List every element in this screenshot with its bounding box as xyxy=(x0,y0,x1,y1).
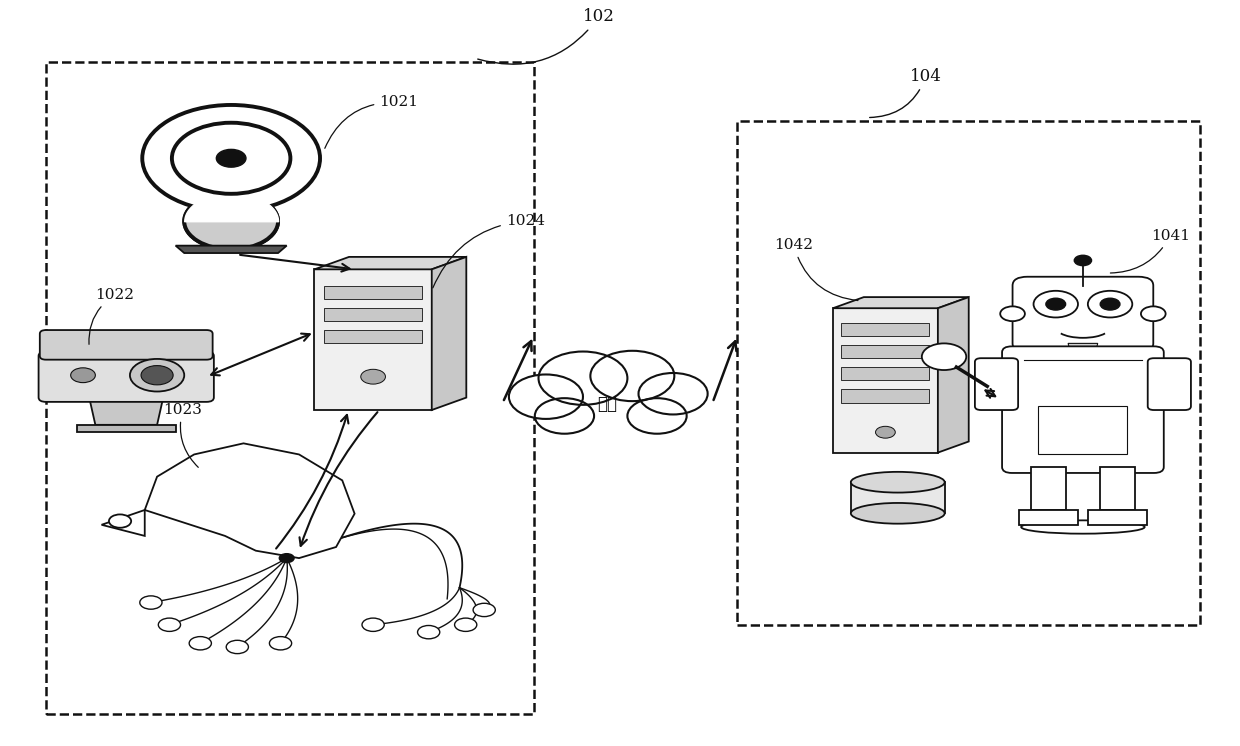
Text: 104: 104 xyxy=(869,68,942,118)
Circle shape xyxy=(1100,298,1120,310)
Circle shape xyxy=(185,193,278,249)
Text: 1021: 1021 xyxy=(325,95,418,148)
Circle shape xyxy=(141,366,174,385)
Circle shape xyxy=(143,105,320,212)
Circle shape xyxy=(185,193,278,249)
Circle shape xyxy=(538,351,627,405)
FancyBboxPatch shape xyxy=(975,358,1018,410)
FancyBboxPatch shape xyxy=(1002,346,1164,473)
Polygon shape xyxy=(1032,467,1065,510)
Circle shape xyxy=(109,515,131,527)
Polygon shape xyxy=(1087,510,1147,524)
Polygon shape xyxy=(1038,407,1127,454)
Circle shape xyxy=(71,368,95,383)
Circle shape xyxy=(226,640,248,653)
Ellipse shape xyxy=(851,472,945,492)
Text: 1024: 1024 xyxy=(433,214,544,288)
Ellipse shape xyxy=(1022,521,1145,533)
Circle shape xyxy=(1045,298,1065,310)
Text: 1023: 1023 xyxy=(164,403,202,467)
Circle shape xyxy=(269,636,291,650)
Circle shape xyxy=(130,359,185,392)
FancyBboxPatch shape xyxy=(40,330,212,360)
Circle shape xyxy=(1141,307,1166,322)
Polygon shape xyxy=(324,330,423,343)
Polygon shape xyxy=(315,269,432,410)
Polygon shape xyxy=(324,308,423,322)
Circle shape xyxy=(279,554,294,562)
Polygon shape xyxy=(1100,467,1135,510)
Polygon shape xyxy=(841,345,930,358)
Polygon shape xyxy=(77,424,176,432)
FancyBboxPatch shape xyxy=(38,351,213,402)
Text: 1041: 1041 xyxy=(1110,229,1190,273)
Polygon shape xyxy=(515,388,707,414)
Circle shape xyxy=(627,398,687,433)
FancyBboxPatch shape xyxy=(1148,358,1190,410)
Polygon shape xyxy=(432,257,466,410)
Polygon shape xyxy=(937,297,968,453)
Circle shape xyxy=(875,426,895,438)
Circle shape xyxy=(190,636,211,650)
Circle shape xyxy=(508,374,583,419)
Circle shape xyxy=(418,625,440,639)
Circle shape xyxy=(590,351,675,401)
Polygon shape xyxy=(841,389,930,403)
Circle shape xyxy=(159,618,181,631)
Polygon shape xyxy=(1068,343,1097,353)
Polygon shape xyxy=(833,297,968,308)
Polygon shape xyxy=(841,367,930,380)
FancyBboxPatch shape xyxy=(1013,277,1153,352)
Circle shape xyxy=(639,373,708,415)
Text: 1022: 1022 xyxy=(89,288,134,345)
Circle shape xyxy=(362,618,384,631)
Polygon shape xyxy=(315,257,466,269)
Circle shape xyxy=(172,123,290,194)
Text: 网络: 网络 xyxy=(598,395,618,413)
Text: 102: 102 xyxy=(477,8,615,64)
Circle shape xyxy=(1087,291,1132,318)
Polygon shape xyxy=(145,443,355,558)
Circle shape xyxy=(474,604,495,617)
Polygon shape xyxy=(841,323,930,336)
Circle shape xyxy=(455,618,477,631)
Polygon shape xyxy=(1019,510,1078,524)
Circle shape xyxy=(534,398,594,433)
Circle shape xyxy=(1074,255,1091,266)
Polygon shape xyxy=(833,308,937,453)
Circle shape xyxy=(140,596,162,609)
Circle shape xyxy=(1001,307,1025,322)
Polygon shape xyxy=(102,510,145,536)
Circle shape xyxy=(934,351,954,363)
Circle shape xyxy=(921,343,966,370)
Ellipse shape xyxy=(851,503,945,524)
Circle shape xyxy=(216,149,246,167)
Polygon shape xyxy=(324,286,423,299)
Polygon shape xyxy=(176,245,286,253)
Circle shape xyxy=(361,369,386,384)
Circle shape xyxy=(1033,291,1078,318)
Text: 1042: 1042 xyxy=(774,238,858,301)
Polygon shape xyxy=(851,482,945,513)
Polygon shape xyxy=(89,398,164,424)
